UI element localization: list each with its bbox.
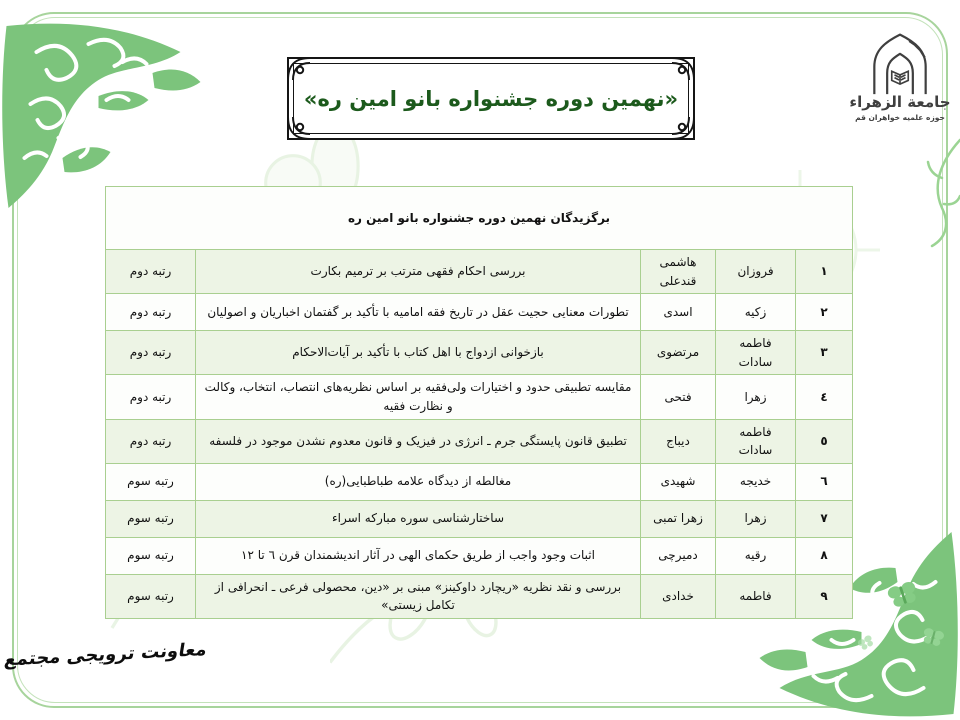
results-table-body: برگزیدگان نهمین دوره جشنواره بانو امین ر… <box>104 186 854 619</box>
row-number-cell: ۱ <box>795 248 854 295</box>
rank-cell: رتبه دوم <box>104 248 197 295</box>
floral-corner-ornament-bottom-right <box>759 532 958 717</box>
emblem-name-text: جامعة الزهراء <box>849 93 951 111</box>
rank-cell: رتبه دوم <box>104 330 197 376</box>
table-row: ۳ فاطمه سادات مرتضوی بازخوانی ازدواج با … <box>104 330 854 376</box>
work-title-cell: تطبیق قانون پایستگی جرم ـ انرژی در فیزیک… <box>195 418 642 464</box>
first-name-cell: فروزان <box>715 248 797 295</box>
table-row: ٤ زهرا فتحی مقایسه تطبیقی حدود و اختیارا… <box>104 374 854 420</box>
title-banner: «نهمین دوره جشنواره بانو امین ره» <box>287 57 695 140</box>
row-number-cell: ٥ <box>795 418 854 464</box>
emblem-subtitle-text: حوزه علمیه خواهران قم <box>855 112 945 122</box>
row-number-cell: ۷ <box>795 499 854 538</box>
work-title-cell: اثبات وجود واجب از طریق حکمای الهی در آث… <box>195 536 642 575</box>
vine-curl-ornament <box>926 138 960 248</box>
last-name-cell: مرتضوی <box>640 330 717 376</box>
floral-corner-ornament-top-left <box>2 23 201 209</box>
row-number-cell: ٦ <box>795 462 854 501</box>
table-row: ۱ فروزان هاشمی قندعلی بررسی احکام فقهی م… <box>104 248 854 295</box>
work-title-cell: مقایسه تطبیقی حدود و اختیارات ولی‌فقیه ب… <box>195 374 642 420</box>
butterfly-icon <box>857 635 873 650</box>
dome-book-emblem-icon <box>873 33 927 95</box>
last-name-cell: فتحی <box>640 374 717 420</box>
table-row: ۹ فاطمه خدادی بررسی و نقد نظریه «ریچارد … <box>104 573 854 619</box>
last-name-cell: دیباج <box>640 418 717 464</box>
page-title: «نهمین دوره جشنواره بانو امین ره» <box>303 86 679 111</box>
work-title-cell: بازخوانی ازدواج با اهل کتاب با تأکید بر … <box>195 330 642 376</box>
rank-cell: رتبه سوم <box>104 462 197 501</box>
first-name-cell: فاطمه <box>715 573 797 619</box>
row-number-cell: ۳ <box>795 330 854 376</box>
rank-cell: رتبه دوم <box>104 374 197 420</box>
work-title-cell: ساختارشناسی سوره مبارکه اسراء <box>195 499 642 538</box>
rank-cell: رتبه دوم <box>104 293 197 332</box>
table-row: ۷ زهرا زهرا تمبی ساختارشناسی سوره مبارکه… <box>104 499 854 538</box>
work-title-cell: بررسی و نقد نظریه «ریچارد داوکینز» مبنی … <box>195 573 642 619</box>
rank-cell: رتبه سوم <box>104 573 197 619</box>
results-table-container: برگزیدگان نهمین دوره جشنواره بانو امین ر… <box>104 186 854 619</box>
butterfly-icon <box>923 628 944 646</box>
last-name-cell: دمیرچی <box>640 536 717 575</box>
last-name-cell: زهرا تمبی <box>640 499 717 538</box>
butterfly-icon <box>887 581 916 607</box>
rank-cell: رتبه سوم <box>104 499 197 538</box>
row-number-cell: ۹ <box>795 573 854 619</box>
rank-cell: رتبه دوم <box>104 418 197 464</box>
calligraphic-signature: معاونت ترویجی مجتمع الزهرا <box>0 639 209 674</box>
first-name-cell: زهرا <box>715 499 797 538</box>
table-header-title: برگزیدگان نهمین دوره جشنواره بانو امین ر… <box>104 186 854 250</box>
first-name-cell: فاطمه سادات <box>715 330 797 376</box>
organization-emblem: جامعة الزهراء حوزه علمیه خواهران قم <box>842 30 958 150</box>
table-row: ٦ خدیجه شهیدی مغالطه از دیدگاه علامه طبا… <box>104 462 854 501</box>
first-name-cell: فاطمه سادات <box>715 418 797 464</box>
first-name-cell: خدیجه <box>715 462 797 501</box>
banner-inner-frame: «نهمین دوره جشنواره بانو امین ره» <box>293 63 689 134</box>
row-number-cell: ٤ <box>795 374 854 420</box>
first-name-cell: زکیه <box>715 293 797 332</box>
row-number-cell: ۸ <box>795 536 854 575</box>
last-name-cell: اسدی <box>640 293 717 332</box>
row-number-cell: ۲ <box>795 293 854 332</box>
table-row: ٥ فاطمه سادات دیباج تطبیق قانون پایستگی … <box>104 418 854 464</box>
table-row: ۲ زکیه اسدی تطورات معنایی حجیت عقل در تا… <box>104 293 854 332</box>
first-name-cell: رقیه <box>715 536 797 575</box>
table-header-row: برگزیدگان نهمین دوره جشنواره بانو امین ر… <box>104 186 854 250</box>
first-name-cell: زهرا <box>715 374 797 420</box>
last-name-cell: خدادی <box>640 573 717 619</box>
work-title-cell: مغالطه از دیدگاه علامه طباطبایی(ره) <box>195 462 642 501</box>
last-name-cell: هاشمی قندعلی <box>640 248 717 295</box>
rank-cell: رتبه سوم <box>104 536 197 575</box>
work-title-cell: بررسی احکام فقهی مترتب بر ترمیم بکارت <box>195 248 642 295</box>
table-row: ۸ رقیه دمیرچی اثبات وجود واجب از طریق حک… <box>104 536 854 575</box>
results-table: برگزیدگان نهمین دوره جشنواره بانو امین ر… <box>104 186 854 619</box>
work-title-cell: تطورات معنایی حجیت عقل در تاریخ فقه امام… <box>195 293 642 332</box>
last-name-cell: شهیدی <box>640 462 717 501</box>
